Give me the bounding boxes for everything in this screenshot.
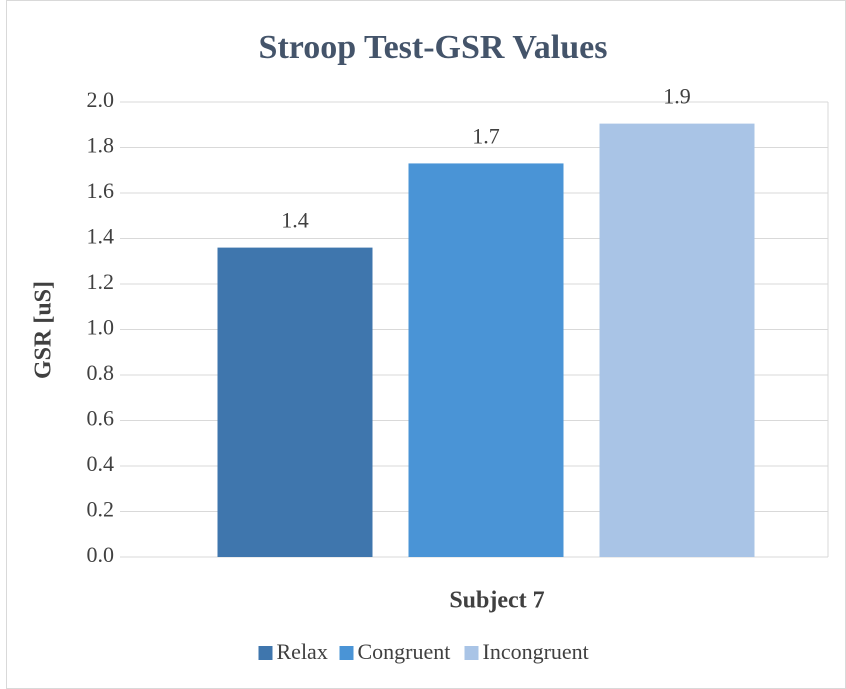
x-axis-label: Subject 7 (449, 588, 544, 614)
y-tick-label: 1.8 (87, 133, 115, 158)
y-tick-label: 1.2 (87, 269, 115, 294)
y-tick-label: 1.0 (87, 315, 115, 340)
chart-title: Stroop Test-GSR Values (259, 29, 608, 66)
y-tick-label: 0.6 (87, 406, 115, 431)
y-axis-label: GSR [uS] (31, 281, 57, 379)
y-tick-label: 0.8 (87, 360, 115, 385)
data-label: 1.9 (663, 84, 691, 109)
bar (217, 247, 373, 557)
bar (599, 123, 755, 558)
y-tick-label: 0.4 (87, 451, 115, 476)
y-tick-label: 1.4 (87, 224, 115, 249)
y-tick-label: 0.2 (87, 497, 115, 522)
legend-label: Congruent (358, 639, 451, 664)
data-label: 1.7 (472, 123, 500, 148)
data-label: 1.4 (281, 208, 309, 233)
legend-label: Relax (277, 639, 328, 664)
legend-label: Incongruent (483, 639, 589, 664)
legend-swatch (464, 646, 479, 660)
y-tick-label: 2.0 (87, 87, 115, 112)
bar (408, 163, 564, 558)
legend-swatch (339, 646, 354, 660)
legend-swatch (258, 646, 273, 660)
y-tick-label: 0.0 (87, 542, 115, 567)
y-tick-label: 1.6 (87, 178, 115, 203)
